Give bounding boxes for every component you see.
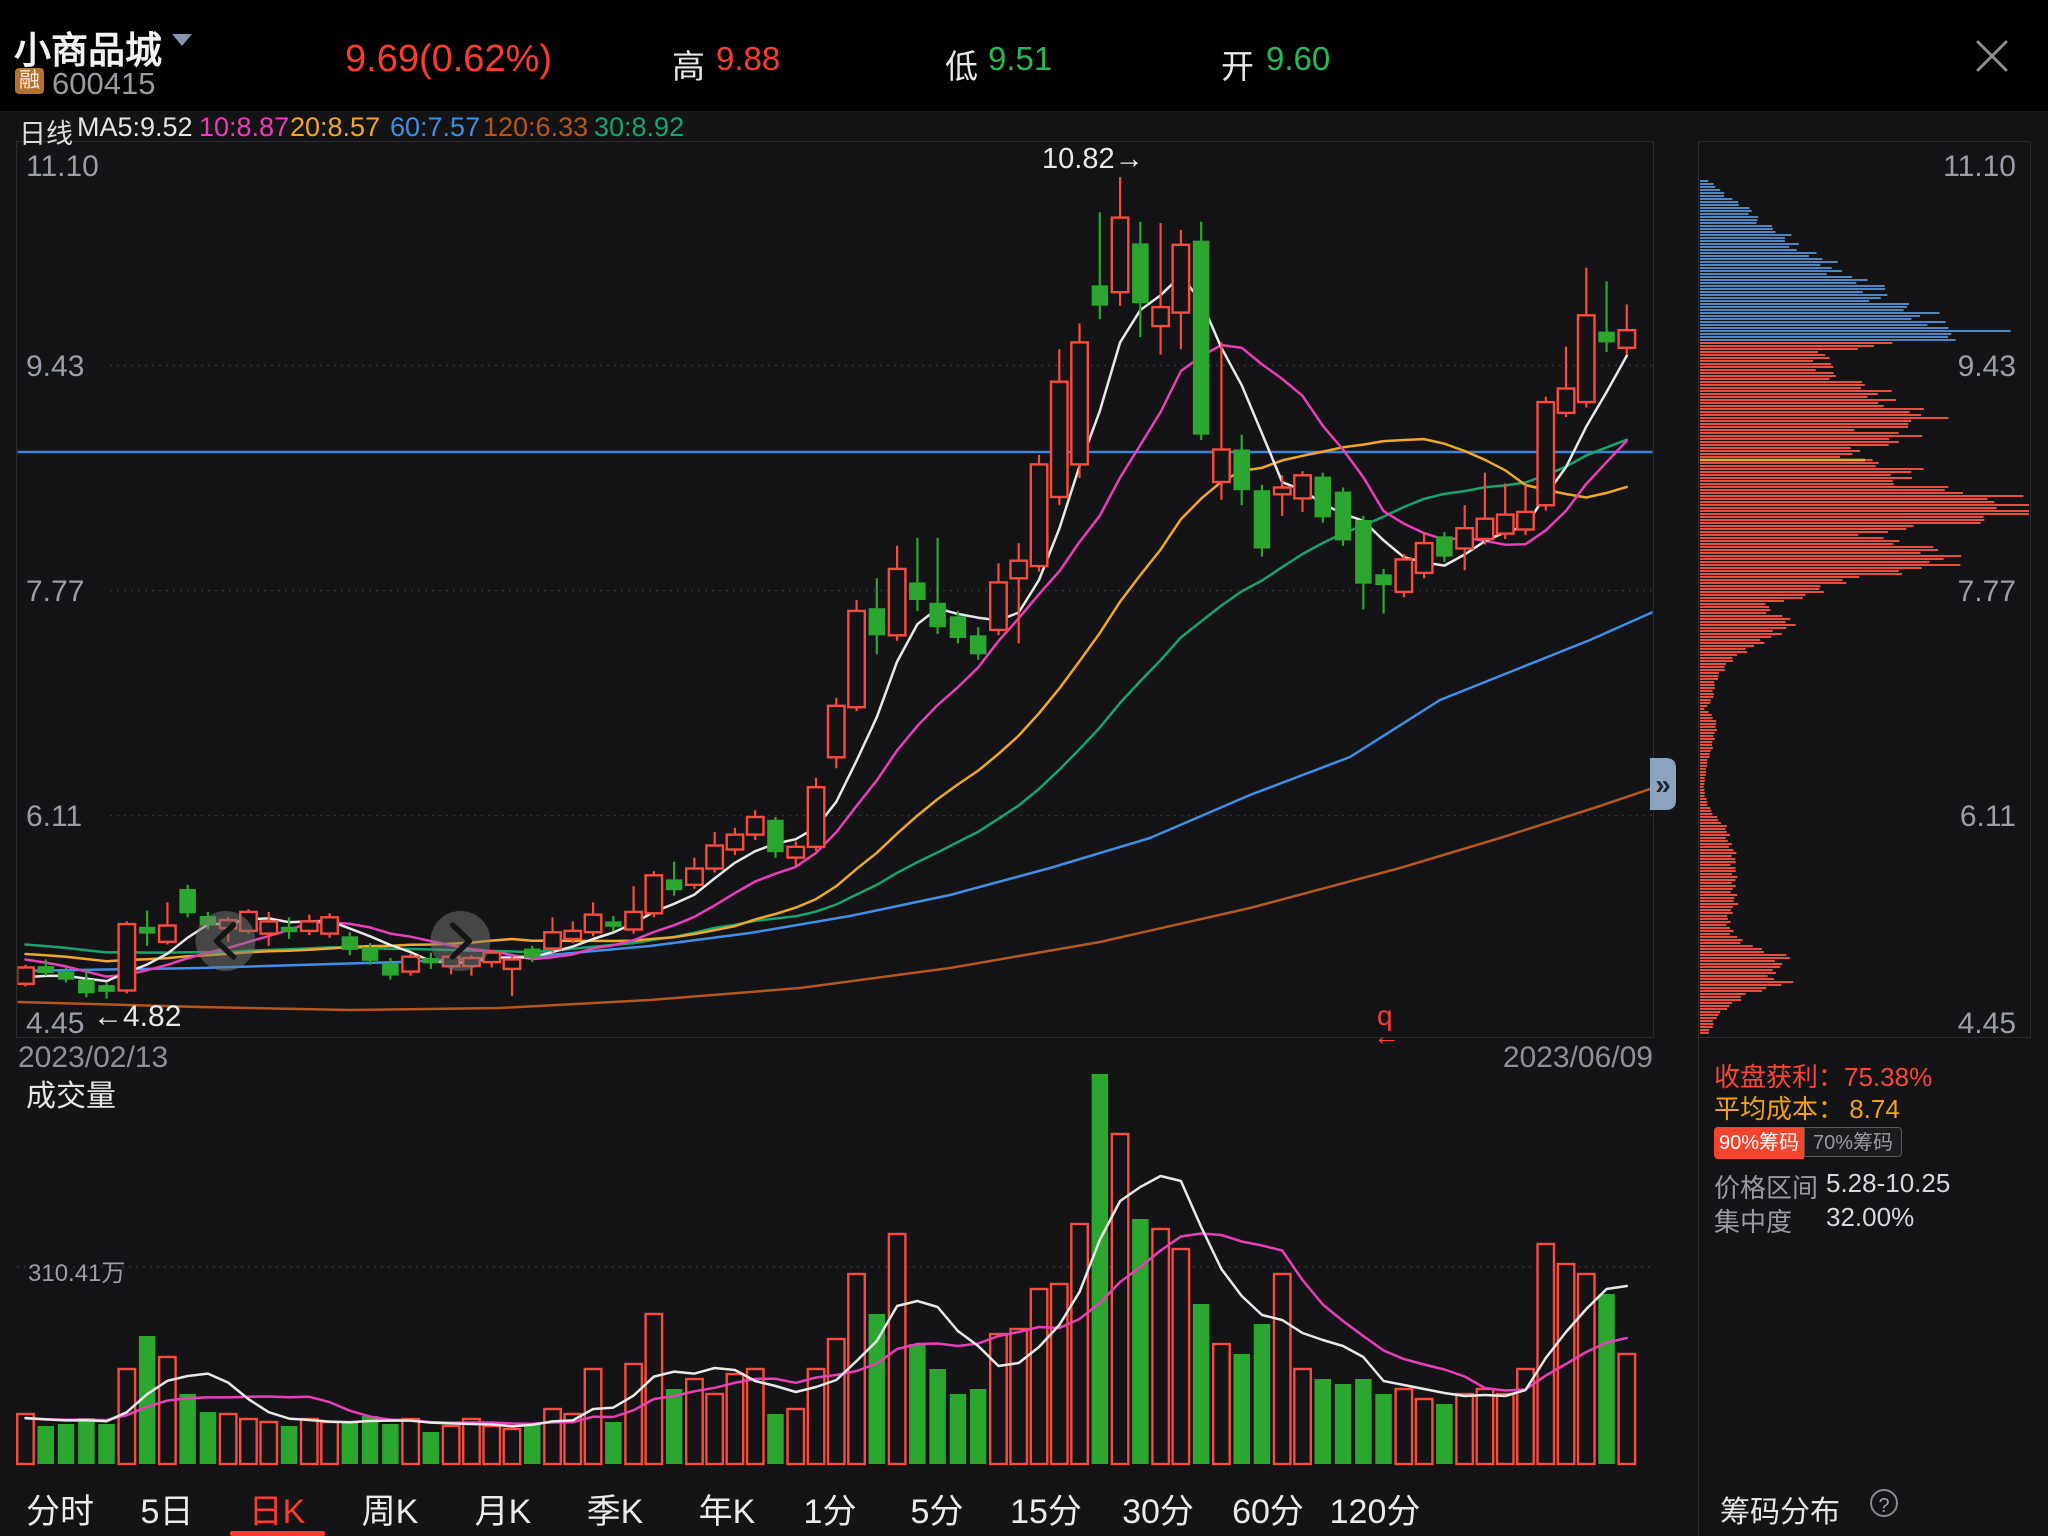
- svg-text:?: ?: [1878, 1495, 1889, 1517]
- svg-text:»: »: [1655, 769, 1671, 800]
